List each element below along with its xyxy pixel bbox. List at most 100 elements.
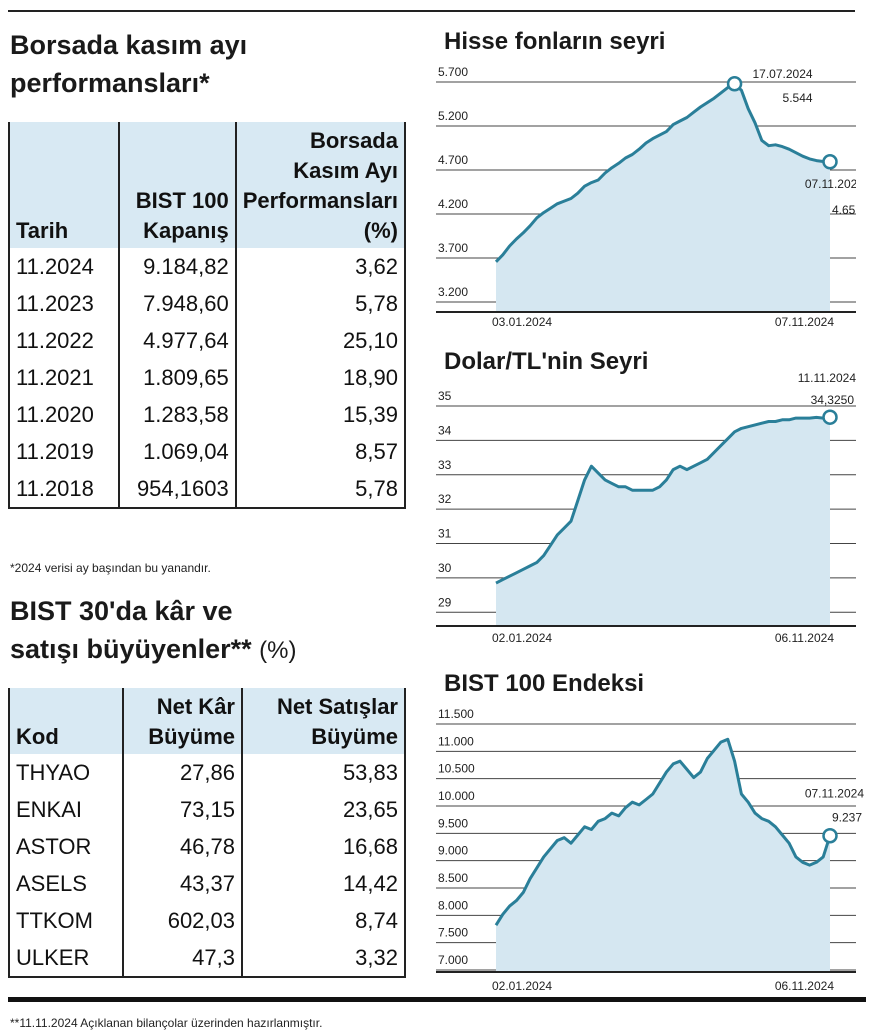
table2-title-line1: BIST 30'da kâr ve xyxy=(10,596,233,626)
annotation-marker xyxy=(726,75,743,92)
y-tick-label: 5.700 xyxy=(438,65,468,79)
table2-cell: THYAO xyxy=(8,754,123,791)
table1-cell: 18,90 xyxy=(234,359,407,396)
chart2-title: Dolar/TL'nin Seyri xyxy=(444,348,649,375)
table1-title: Borsada kasım ayı performansları* xyxy=(10,26,247,102)
y-tick-label: 35 xyxy=(438,389,452,403)
table1-cell: 1.069,04 xyxy=(118,433,236,470)
table1-row: 11.2022 4.977,64 25,10 xyxy=(7,322,407,359)
series-line xyxy=(495,415,831,585)
table1-cell: 11.2018 xyxy=(7,470,120,509)
x-start-label: 02.01.2024 xyxy=(492,631,552,645)
table2-cell: 8,74 xyxy=(241,902,406,939)
y-tick-label: 8.500 xyxy=(438,871,468,885)
y-tick-label: 7.000 xyxy=(438,953,468,967)
x-start-label: 02.01.2024 xyxy=(492,979,552,993)
col-perf-line4: (%) xyxy=(363,218,398,243)
y-tick-label: 9.000 xyxy=(438,844,468,858)
table1-cell: 954,1603 xyxy=(118,470,236,509)
table1-cell: 1.809,65 xyxy=(118,359,236,396)
table2-title-line2: satışı büyüyenler** xyxy=(10,634,252,664)
table2-cell: 27,86 xyxy=(122,754,242,791)
table1-row: 11.2023 7.948,60 5,78 xyxy=(7,285,407,322)
bist30-growth-table: Kod Net Kâr Büyüme Net Satışlar Büyüme T… xyxy=(8,688,406,978)
table2-cell: 46,78 xyxy=(122,828,242,865)
x-start-label: 03.01.2024 xyxy=(492,315,552,329)
y-tick-label: 10.000 xyxy=(438,789,475,803)
table1-cell: 1.283,58 xyxy=(118,396,236,433)
table2-cell: 73,15 xyxy=(122,791,242,828)
table2-row: THYAO 27,86 53,83 xyxy=(8,754,406,791)
table2-body: THYAO 27,86 53,83 ENKAI 73,15 23,65 ASTOR 46,78… xyxy=(8,754,406,978)
table1-cell: 11.2019 xyxy=(7,433,120,470)
table1-cell: 3,62 xyxy=(234,248,407,285)
table2-cell: TTKOM xyxy=(8,902,123,939)
y-tick-label: 5.200 xyxy=(438,109,468,123)
table2-cell: 43,37 xyxy=(122,865,242,902)
table1-title-line2: performansları* xyxy=(10,68,210,98)
table1-cell: 25,10 xyxy=(234,322,407,359)
col-profit-header: Net Kâr Büyüme xyxy=(122,688,242,754)
kasim-performance-table: Tarih BIST 100 Kapanış Borsada Kasım Ayı… xyxy=(7,122,407,509)
col-perf-line3: Performansları xyxy=(242,188,398,213)
table2-row: TTKOM 602,03 8,74 xyxy=(8,902,406,939)
bottom-rule xyxy=(8,997,866,1002)
y-tick-label: 11.500 xyxy=(438,707,474,721)
table1-cell: 7.948,60 xyxy=(118,285,236,322)
table1-cell: 5,78 xyxy=(234,470,407,509)
annotation-value: 4.657 xyxy=(832,203,856,217)
y-tick-label: 33 xyxy=(438,458,452,472)
area-fill xyxy=(496,84,830,312)
x-end-label: 06.11.2024 xyxy=(775,979,834,993)
table1-cell: 4.977,64 xyxy=(118,322,236,359)
series-line xyxy=(494,82,831,263)
y-tick-label: 11.000 xyxy=(438,734,474,748)
table2-title: BIST 30'da kâr ve satışı büyüyenler** (%… xyxy=(10,592,296,670)
y-tick-label: 31 xyxy=(438,527,452,541)
annotation-date: 17.07.2024 xyxy=(753,67,813,81)
table2-cell: ENKAI xyxy=(8,791,123,828)
table1-cell: 8,57 xyxy=(234,433,407,470)
table1-title-line1: Borsada kasım ayı xyxy=(10,30,248,60)
y-tick-label: 4.700 xyxy=(438,153,468,167)
table2-header-row: Kod Net Kâr Büyüme Net Satışlar Büyüme xyxy=(8,688,406,754)
table2-footnote: **11.11.2024 Açıklanan bilançolar üzerin… xyxy=(10,1016,323,1030)
col-date-header: Tarih xyxy=(7,122,120,248)
table1-header-row: Tarih BIST 100 Kapanış Borsada Kasım Ayı… xyxy=(7,122,407,248)
x-end-label: 06.11.2024 xyxy=(775,631,834,645)
table1-footnote: *2024 verisi ay başından bu yanandır. xyxy=(10,561,211,575)
annotation-marker xyxy=(822,827,838,844)
table1-cell: 9.184,82 xyxy=(118,248,236,285)
annotation-value: 5.544 xyxy=(783,91,813,105)
col-close-header: BIST 100 Kapanış xyxy=(118,122,236,248)
col-sales-header: Net Satışlar Büyüme xyxy=(241,688,406,754)
chart-dolar-tl: 35 34 33 32 31 30 29 02.01.2024 06.11.2024 11.11.… xyxy=(436,371,856,645)
table2-cell: 53,83 xyxy=(241,754,406,791)
y-tick-label: 8.000 xyxy=(438,898,468,912)
area-fill xyxy=(496,417,830,626)
annotation-marker xyxy=(822,154,838,170)
table2-cell: 602,03 xyxy=(122,902,242,939)
chart-bist100: 11.500 11.000 10.500 10.000 9.500 9.000 8.500 8… xyxy=(436,707,864,993)
y-tick-label: 29 xyxy=(438,595,452,609)
chart3-title: BIST 100 Endeksi xyxy=(444,670,645,697)
table1-cell: 11.2021 xyxy=(7,359,120,396)
annotation-date: 07.11.2024 xyxy=(805,177,856,191)
table1-cell: 11.2023 xyxy=(7,285,120,322)
table1-cell: 11.2020 xyxy=(7,396,120,433)
col-perf-header: Borsada Kasım Ayı Performansları (%) xyxy=(234,122,407,248)
table1-cell: 5,78 xyxy=(234,285,407,322)
table1-row: 11.2021 1.809,65 18,90 xyxy=(7,359,407,396)
y-tick-label: 32 xyxy=(438,492,452,506)
table2-cell: ULKER xyxy=(8,939,123,978)
col-profit-line1: Net Kâr xyxy=(156,694,235,719)
y-tick-label: 7.500 xyxy=(438,926,468,940)
annotation-date: 07.11.2024 xyxy=(805,787,864,801)
table1-cell: 11.2022 xyxy=(7,322,120,359)
chart1-title: Hisse fonların seyri xyxy=(444,28,666,55)
col-close-line2: Kapanış xyxy=(143,218,229,243)
y-tick-label: 3.200 xyxy=(438,285,468,299)
col-close-line1: BIST 100 xyxy=(135,188,229,213)
table2-row: ASTOR 46,78 16,68 xyxy=(8,828,406,865)
table1-row: 11.2019 1.069,04 8,57 xyxy=(7,433,407,470)
